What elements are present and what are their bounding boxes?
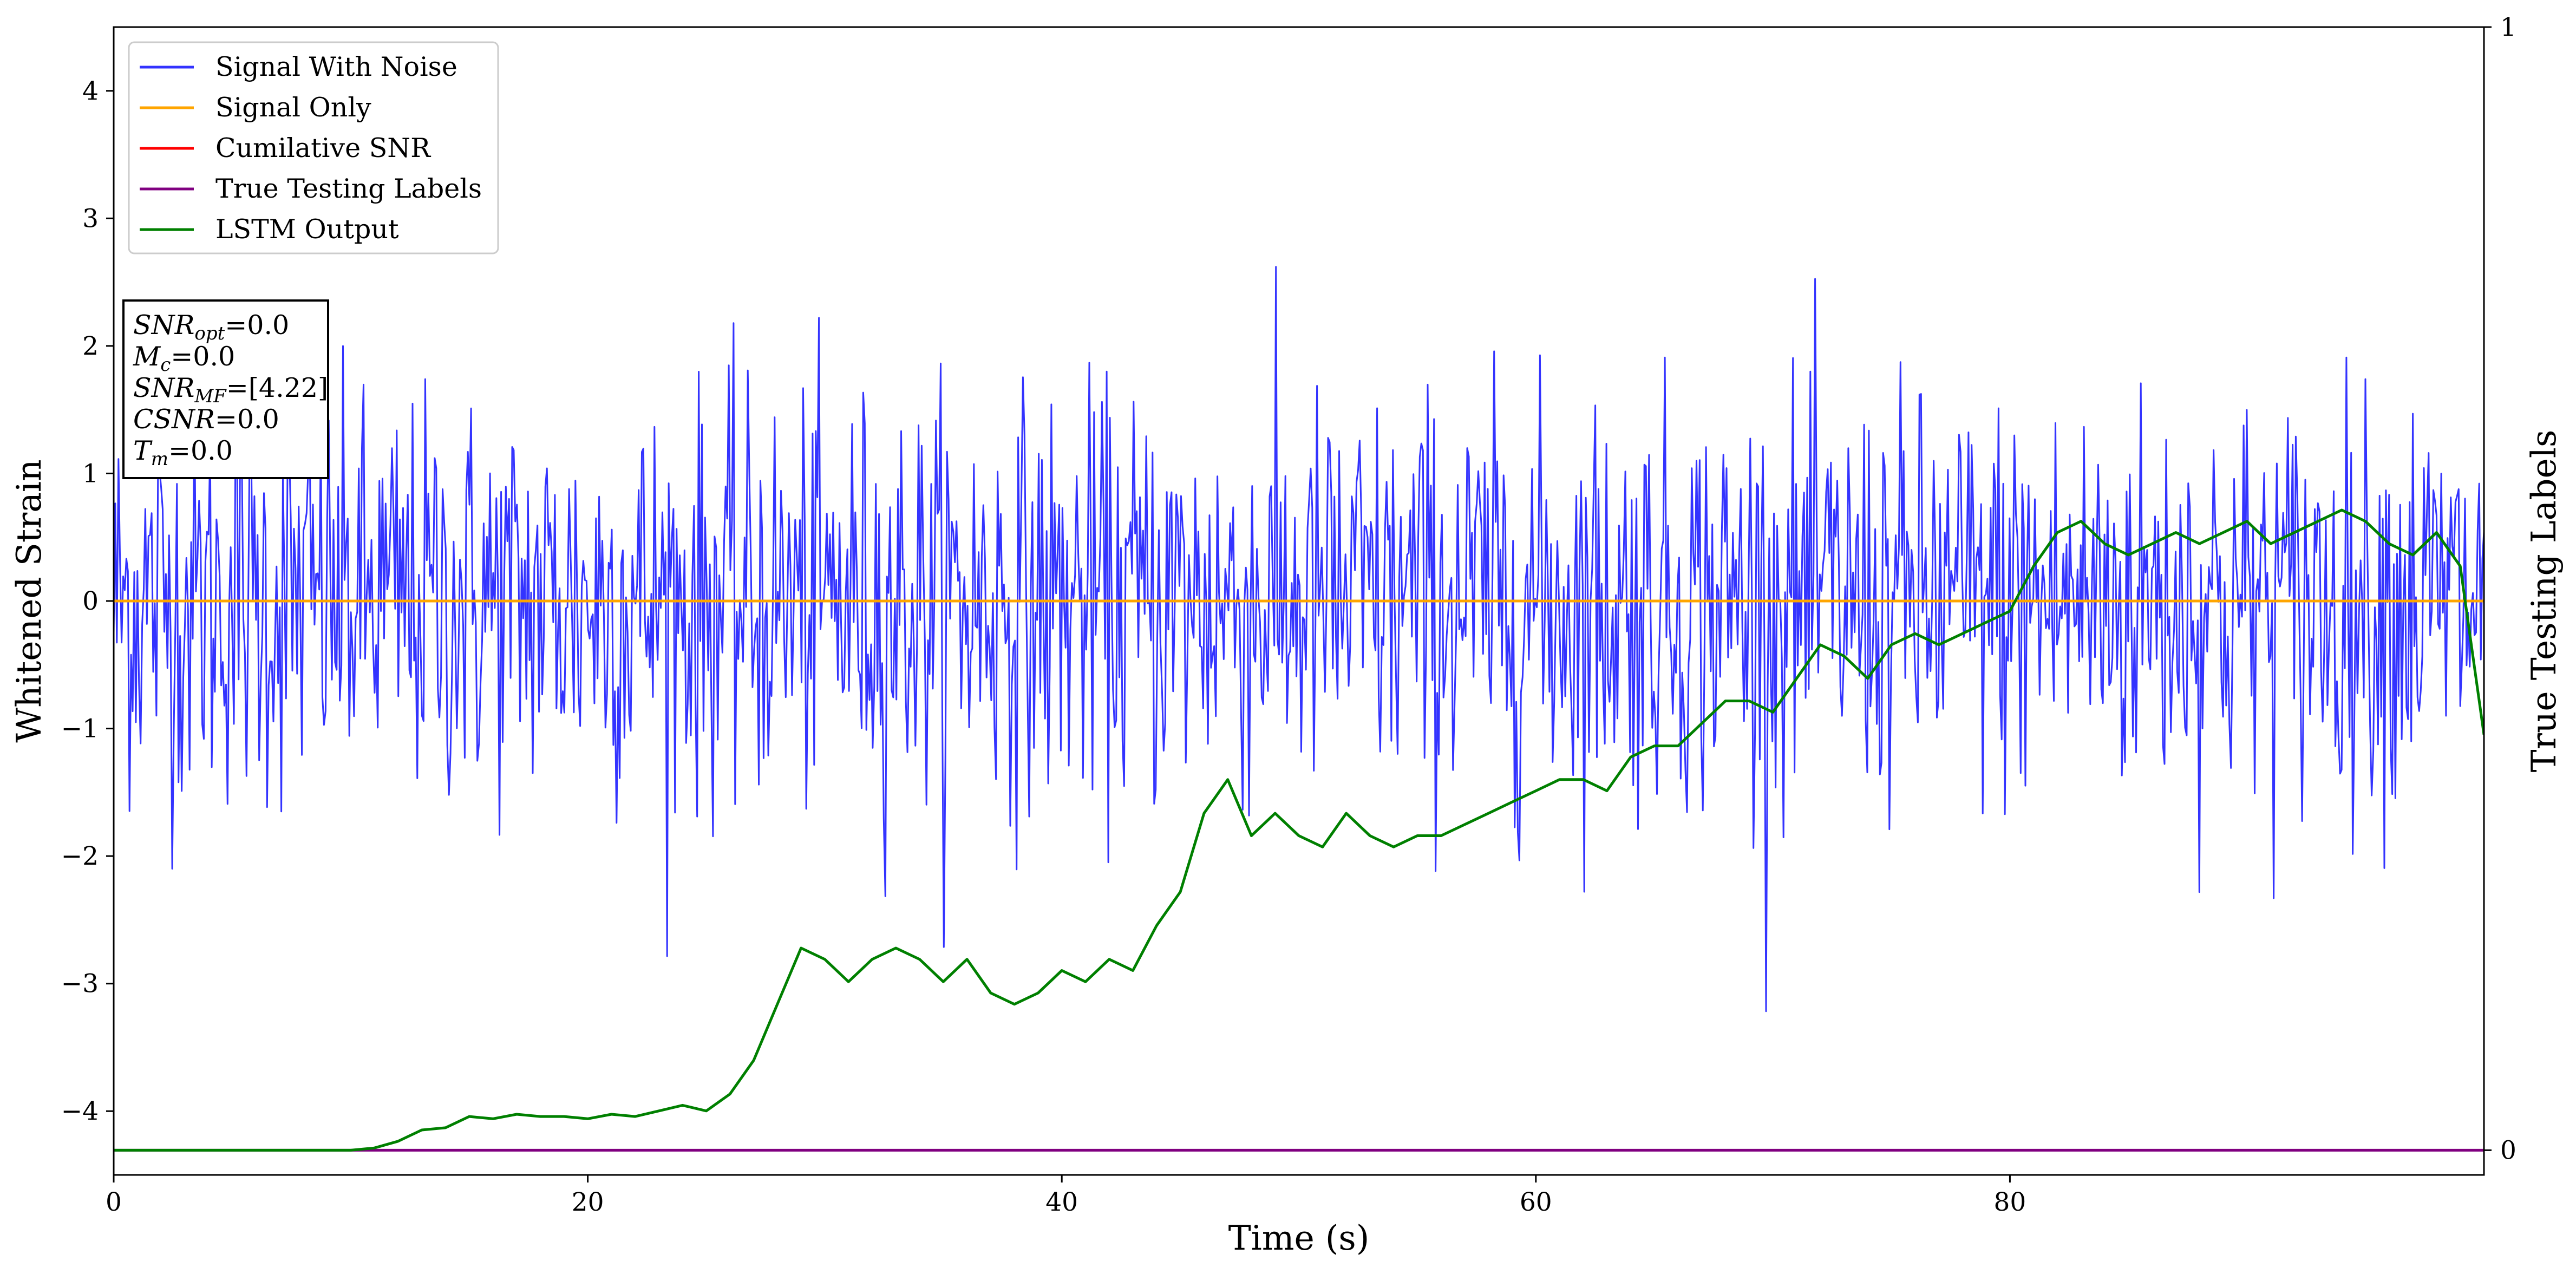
parameter-box: SNRopt=0.0Mc=0.0SNRMF=[4.22]CSNR=0.0Tm=0… — [122, 299, 329, 479]
parameter-symbol: SNR — [133, 373, 194, 403]
x-tick-label: 20 — [572, 1187, 604, 1217]
series-signal-with-noise-line — [114, 266, 2484, 1012]
parameter-symbol: M — [133, 341, 161, 372]
legend-label-signal-only: Signal Only — [215, 92, 371, 123]
y-tick-label: 1 — [82, 459, 99, 488]
parameter-symbol: CSNR — [133, 404, 215, 435]
x-tick-label: 0 — [106, 1187, 122, 1217]
x-axis-title: Time (s) — [1228, 1218, 1370, 1258]
y-tick-label: −4 — [61, 1096, 99, 1126]
parameter-symbol: SNR — [133, 310, 194, 341]
legend-label-lstm-output: LSTM Output — [215, 214, 399, 245]
y2-tick-label: 1 — [2500, 12, 2516, 42]
series-lstm-output-line — [114, 508, 2484, 1152]
y-axis-title: Whitened Strain — [9, 459, 49, 742]
parameter-value: =0.0 — [171, 341, 235, 372]
y-tick-label: −3 — [61, 969, 99, 999]
legend-label-true-testing-labels: True Testing Labels — [215, 173, 482, 204]
y-tick-label: −1 — [61, 714, 99, 744]
x-tick-label: 60 — [1520, 1187, 1552, 1217]
parameter-subscript: m — [151, 448, 168, 470]
y2-axis-title: True Testing Labels — [2524, 430, 2564, 773]
parameter-subscript: MF — [194, 386, 227, 407]
y-tick-label: 2 — [82, 331, 99, 361]
parameter-value: =0.0 — [168, 435, 233, 466]
parameter-symbol: T — [133, 435, 153, 466]
parameter-subscript: opt — [194, 323, 225, 344]
y2-tick-label: 0 — [2500, 1135, 2516, 1165]
parameter-value: =0.0 — [225, 310, 289, 341]
parameter-box-frame — [122, 299, 329, 479]
parameter-line: Mc=0.0 — [133, 341, 235, 376]
y-tick-label: 0 — [82, 586, 99, 616]
legend: Signal With Noise Signal Only Cumilative S… — [128, 41, 499, 254]
y-tick-label: 4 — [82, 76, 99, 106]
x-tick-label: 80 — [1993, 1187, 2026, 1217]
legend-label-signal-with-noise: Signal With Noise — [215, 51, 457, 82]
parameter-line: Tm=0.0 — [133, 435, 233, 470]
x-tick-label: 40 — [1045, 1187, 1078, 1217]
legend-frame — [128, 41, 499, 254]
y-tick-label: 3 — [82, 204, 99, 233]
parameter-value: =[4.22] — [226, 373, 328, 403]
parameter-line: SNRopt=0.0 — [133, 310, 289, 344]
parameter-subscript: c — [160, 354, 171, 376]
y-tick-label: −2 — [61, 841, 99, 871]
parameter-line: CSNR=0.0 — [133, 404, 279, 435]
parameter-value: =0.0 — [215, 404, 279, 435]
plot-area — [114, 266, 2484, 1152]
legend-label-cumilative-snr: Cumilative SNR — [215, 133, 431, 164]
parameter-line: SNRMF=[4.22] — [133, 373, 328, 407]
